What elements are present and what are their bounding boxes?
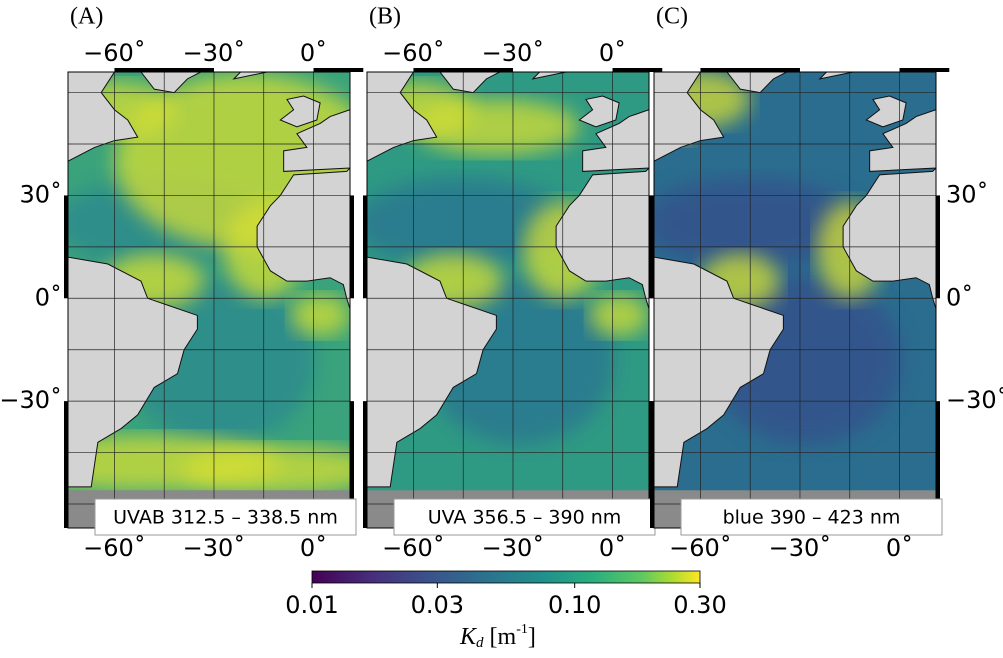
map-body [654,72,936,528]
frame-bar [700,68,800,72]
band-box [94,498,357,536]
frame-bar [114,68,214,72]
land [582,109,649,172]
land [842,167,936,309]
colorbar-tick-label: 0.03 [411,591,464,619]
colorbar-tick-label: 0.10 [548,591,601,619]
frame-bar [363,401,367,528]
lat-tick-label: 0˚ [35,283,62,311]
land [654,256,784,488]
frame-bar [350,195,354,299]
lon-tick-label: −60˚ [83,39,146,67]
bloom [413,98,579,155]
land [818,72,854,80]
land [726,72,787,94]
panel-label: (C) [656,4,688,30]
maps: (A) UVAB 312.5 – 338.5 nm −60˚ −60˚ −30˚ −30˚… [0,4,1003,563]
lon-tick-label: 0˚ [300,534,327,562]
band-box [680,498,943,536]
ocean-low [654,177,861,268]
colorbar-tick-label: 0.01 [285,591,338,619]
map-panel: (C) blue 390 – 423 nm −60˚ −30˚ 0˚ 30˚ 0˚ −30˚ [650,4,1003,562]
land [439,72,500,94]
frame-bar [650,401,654,528]
lon-tick-label: −30˚ [769,534,832,562]
band-label: blue 390 – 423 nm [723,507,901,529]
land [578,95,620,128]
colorbar [312,571,700,583]
frame-bar [64,195,68,299]
frame-bar [363,195,367,299]
frame-bar [650,195,654,299]
land [367,72,438,162]
land [531,72,567,80]
lat-tick-label: 0˚ [946,283,973,311]
lon-tick-label: −30˚ [183,39,246,67]
band-label: UVAB 312.5 – 338.5 nm [113,507,338,529]
lon-tick-label: −30˚ [482,39,545,67]
land [367,256,497,488]
land [140,72,201,94]
land [68,72,139,162]
land [256,167,350,309]
frame-bar [899,68,950,72]
land [654,72,725,162]
colorbar-tick-label: 0.30 [673,591,726,619]
land [232,72,268,80]
map-body [367,72,649,528]
lat-tick-label: 30˚ [946,180,989,208]
lon-tick-label: 0˚ [300,39,327,67]
map-body [68,72,350,528]
band-box [393,498,656,536]
land [865,95,907,128]
lon-tick-label: 0˚ [599,39,626,67]
lon-tick-label: −60˚ [669,534,732,562]
colorbar-label: Kd [m-1] [459,622,536,651]
land [283,109,350,172]
colorbar-frame [311,570,701,584]
land [279,95,321,128]
frame-bar [612,68,663,72]
frame-bar [413,68,513,72]
panel-label: (B) [369,4,401,30]
ocean-low [367,177,574,268]
frame-bar [936,195,940,299]
land [555,167,649,309]
lon-tick-label: −60˚ [382,39,445,67]
frame-bar [313,68,364,72]
lon-tick-label: −30˚ [183,534,246,562]
lon-tick-label: −60˚ [83,534,146,562]
frame-bar [64,401,68,528]
bloom [181,445,350,495]
band-label: UVA 356.5 – 390 nm [428,507,622,529]
lon-tick-label: −30˚ [482,534,545,562]
map-panel: (A) UVAB 312.5 – 338.5 nm −60˚ −60˚ −30˚ −30˚… [0,4,364,562]
bloom [290,294,350,337]
land [68,256,198,488]
bloom [589,294,649,337]
lat-tick-label: 30˚ [19,180,62,208]
panel-label: (A) [70,4,103,30]
lon-tick-label: 0˚ [886,534,913,562]
lat-tick-label: −30˚ [946,386,1003,414]
lat-tick-label: −30˚ [0,386,62,414]
lon-tick-label: −60˚ [382,534,445,562]
frame-bar [350,401,354,528]
frame-bar [936,401,940,528]
map-panel: (B) UVA 356.5 – 390 nm −60˚ −60˚ −30˚ −30˚ 0˚ 0… [363,4,663,562]
land [869,109,936,172]
lon-tick-label: 0˚ [599,534,626,562]
